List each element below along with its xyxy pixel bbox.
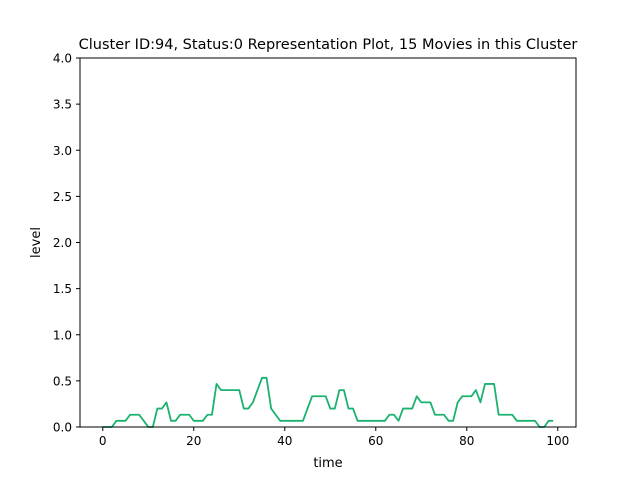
x-tick-label: 60 (368, 434, 383, 448)
x-tick-label: 40 (277, 434, 292, 448)
y-axis-label: level (29, 227, 44, 258)
x-axis-label: time (313, 456, 342, 471)
y-tick-label: 1.0 (53, 328, 72, 342)
y-tick-label: 3.0 (53, 144, 72, 158)
y-tick-label: 0.5 (53, 374, 72, 388)
x-axis-ticks: 0 20 40 60 80 100 (99, 427, 569, 448)
y-tick-label: 0.0 (53, 421, 72, 435)
x-tick-label: 80 (459, 434, 474, 448)
y-tick-label: 4.0 (53, 52, 72, 66)
y-axis-ticks: 0.0 0.5 1.0 1.5 2.0 2.5 3.0 3.5 4.0 (53, 52, 80, 435)
x-tick-label: 20 (186, 434, 201, 448)
x-tick-label: 0 (99, 434, 107, 448)
y-tick-label: 2.0 (53, 236, 72, 250)
series-line (102, 376, 554, 428)
series-layer (102, 376, 554, 428)
plot-frame (79, 57, 577, 428)
y-tick-label: 2.5 (53, 190, 72, 204)
y-tick-label: 1.5 (53, 282, 72, 296)
x-tick-label: 100 (546, 434, 569, 448)
chart-title: Cluster ID:94, Status:0 Representation P… (79, 37, 578, 53)
y-tick-label: 3.5 (53, 98, 72, 112)
